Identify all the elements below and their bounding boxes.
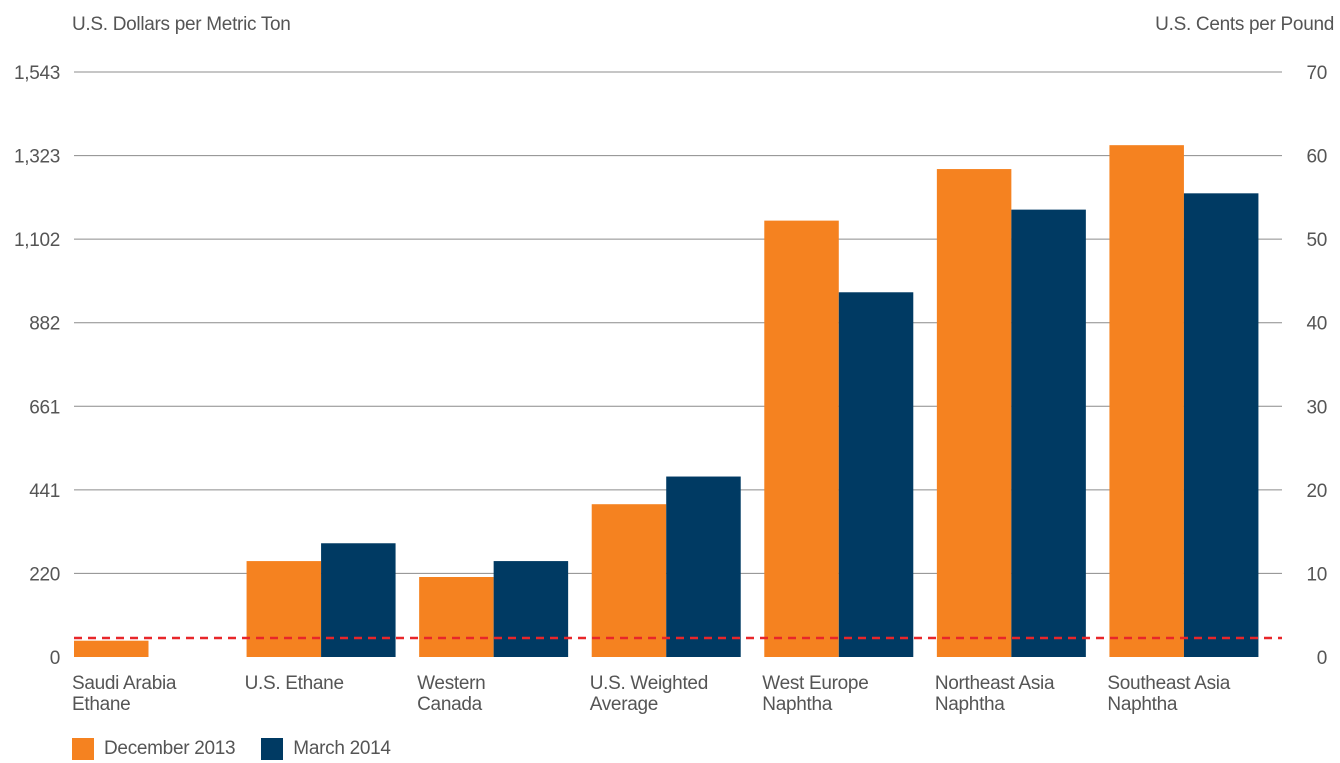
- y-tick-right: 40: [1306, 314, 1327, 335]
- bar-chart: 0 0 220 10 441 20 661 30 882 40 1,102 50 1,323 60 1,54…: [14, 63, 1327, 669]
- x-category-label-line: Naphtha: [1107, 694, 1178, 715]
- bar-december-2013: [74, 640, 149, 657]
- x-category-label-line: U.S. Weighted: [589, 673, 709, 694]
- y-tick-right: 70: [1306, 63, 1327, 84]
- bar-december-2013: [936, 169, 1012, 657]
- bar-march-2014: [1183, 193, 1259, 658]
- y-axis-left-title: U.S. Dollars per Metric Ton: [72, 14, 291, 35]
- bar-march-2014: [493, 561, 569, 657]
- y-tick-left: 220: [29, 564, 60, 585]
- x-category-label-line: Ethane: [72, 694, 131, 715]
- x-category-label-line: Saudi Arabia: [72, 673, 177, 694]
- y-axis-right-title: U.S. Cents per Pound: [1155, 14, 1334, 35]
- bar-december-2013: [1109, 145, 1184, 657]
- legend-item-march-2014: March 2014: [261, 738, 391, 760]
- legend-label-march-2014: March 2014: [293, 738, 391, 759]
- bar-december-2013: [246, 561, 322, 657]
- x-category-label: Saudi Arabia Ethane: [72, 673, 176, 715]
- x-category-label-line: Naphtha: [762, 694, 833, 715]
- legend-swatch-march-2014: [261, 738, 284, 760]
- legend: December 2013 March 2014: [72, 738, 417, 760]
- y-tick-right: 30: [1306, 397, 1327, 418]
- bar-march-2014: [1011, 209, 1086, 657]
- legend-swatch-december-2013: [72, 738, 94, 760]
- x-category-label-line: Naphtha: [934, 694, 1005, 715]
- x-category-label: U.S. Weighted Average: [589, 673, 709, 715]
- x-category-label: Northeast Asia Naphtha: [934, 673, 1055, 715]
- bar-march-2014: [321, 543, 396, 657]
- bar-december-2013: [419, 577, 494, 657]
- x-category-label-line: Northeast Asia: [934, 673, 1055, 694]
- bar-march-2014: [838, 292, 914, 657]
- x-category-label-line: U.S. Ethane: [244, 673, 344, 694]
- x-category-label: Southeast Asia Naphtha: [1107, 673, 1230, 715]
- x-category-label-line: West Europe: [762, 673, 869, 694]
- y-tick-left: 882: [29, 314, 60, 335]
- x-category-label: U.S. Ethane: [245, 673, 344, 694]
- y-tick-right: 60: [1306, 147, 1327, 168]
- y-tick-left: 661: [29, 397, 60, 418]
- legend-label-december-2013: December 2013: [104, 738, 236, 759]
- y-tick-left: 1,102: [14, 230, 60, 251]
- x-category-label-line: Average: [589, 694, 659, 715]
- bar-december-2013: [764, 220, 839, 657]
- legend-item-december-2013: December 2013: [72, 738, 236, 760]
- x-category-label-line: Southeast Asia: [1107, 673, 1230, 694]
- y-tick-left: 1,323: [14, 147, 60, 168]
- y-tick-left: 0: [50, 648, 60, 669]
- x-category-label-line: Canada: [417, 694, 482, 715]
- y-tick-left: 441: [29, 481, 60, 502]
- y-tick-right: 0: [1317, 648, 1327, 669]
- y-tick-left: 1,543: [14, 63, 60, 84]
- bar-march-2014: [666, 476, 741, 657]
- x-category-label: Western Canada: [417, 673, 486, 715]
- x-category-label: West Europe Naphtha: [762, 673, 868, 715]
- y-tick-right: 10: [1306, 564, 1327, 585]
- y-tick-right: 20: [1306, 481, 1327, 502]
- bar-december-2013: [591, 504, 667, 657]
- y-tick-right: 50: [1306, 230, 1327, 251]
- x-category-label-line: Western: [417, 673, 486, 694]
